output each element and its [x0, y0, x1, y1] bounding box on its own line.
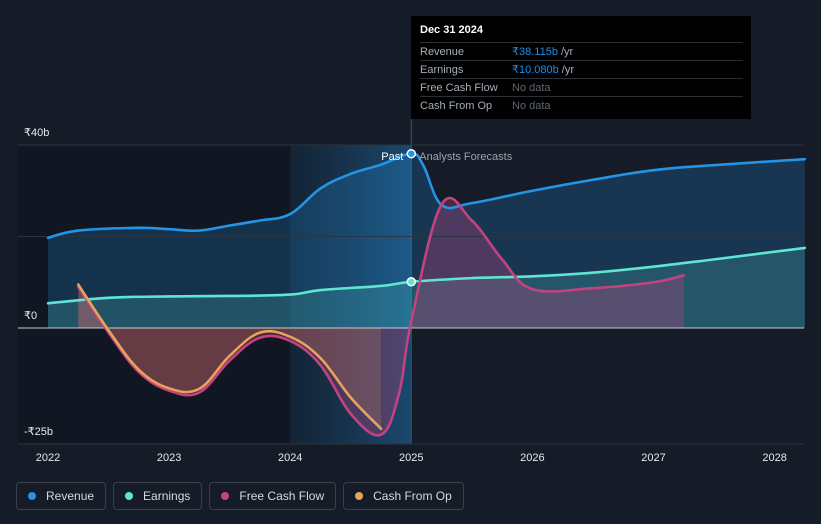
revenue-area — [48, 153, 805, 328]
legend-earnings[interactable]: Earnings — [113, 482, 203, 510]
legend-label: Cash From Op — [373, 489, 452, 503]
cfo-line — [76, 283, 383, 430]
past-label: Past — [381, 151, 403, 163]
x-tick-label: 2022 — [36, 452, 60, 464]
tooltip-unit: /yr — [560, 45, 574, 58]
fcf-area — [78, 197, 684, 436]
earnings-line — [46, 246, 807, 305]
tooltip-date: Dec 31 2024 — [420, 24, 483, 36]
revenue-dot-icon — [28, 492, 36, 500]
cash-from-op-dot-icon — [355, 492, 364, 500]
legend-label: Revenue — [46, 489, 95, 503]
legend-cash-from-op[interactable]: Cash From Op — [343, 482, 464, 510]
earnings-area — [48, 247, 805, 328]
earnings-dot-icon — [125, 492, 134, 500]
tooltip-unit: /yr — [561, 63, 574, 76]
fcf-line — [76, 196, 686, 437]
tooltip-row-cfo: Cash From Op No data — [420, 96, 743, 114]
legend-label: Free Cash Flow — [239, 489, 325, 503]
tooltip-label: Revenue — [420, 45, 465, 58]
tooltip-label: Free Cash Flow — [420, 81, 498, 94]
y-tick-label: -₹25b — [24, 426, 53, 438]
tooltip-label: Earnings — [420, 63, 464, 76]
x-tick-label: 2027 — [641, 452, 665, 464]
tooltip-label: Cash From Op — [420, 99, 493, 112]
x-tick-label: 2026 — [520, 452, 544, 464]
x-tick-label: 2028 — [762, 452, 786, 464]
y-tick-label: ₹40b — [24, 127, 49, 139]
forecast-label: Analysts Forecasts — [419, 151, 512, 163]
x-tick-label: 2024 — [278, 452, 302, 464]
tooltip-value: ₹38.115b — [512, 46, 558, 58]
legend-label: Earnings — [143, 489, 191, 503]
revenue-line — [46, 152, 807, 240]
chart-legend: Revenue Earnings Free Cash Flow Cash Fro… — [16, 482, 464, 510]
earnings-highlight-point — [406, 277, 417, 287]
tooltip-row-fcf: Free Cash Flow No data — [420, 78, 743, 96]
x-tick-label: 2023 — [157, 452, 181, 464]
x-tick-label: 2025 — [399, 452, 423, 464]
tooltip-value: No data — [512, 81, 551, 94]
free-cash-flow-dot-icon — [221, 492, 230, 500]
past-highlight-region — [290, 145, 412, 444]
revenue-highlight-point — [406, 148, 417, 159]
tooltip-row-revenue: Revenue ₹38.115b /yr — [420, 42, 743, 60]
tooltip-value: ₹10.080b — [512, 64, 559, 76]
data-tooltip: Dec 31 2024 Revenue ₹38.115b /yr Earning… — [411, 16, 751, 119]
tooltip-value: No data — [512, 99, 551, 112]
tooltip-row-earnings: Earnings ₹10.080b /yr — [420, 60, 743, 78]
legend-revenue[interactable]: Revenue — [16, 482, 107, 510]
legend-free-cash-flow[interactable]: Free Cash Flow — [209, 482, 337, 510]
y-tick-label: ₹0 — [24, 310, 37, 322]
